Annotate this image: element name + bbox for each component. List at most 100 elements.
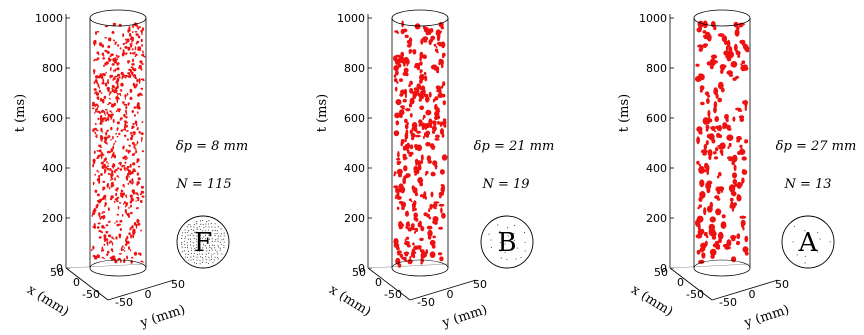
- blob-point: [127, 62, 130, 64]
- blob-point: [402, 155, 407, 161]
- y-axis-line: [711, 279, 779, 301]
- blob-point: [739, 39, 746, 45]
- blob-point: [422, 54, 427, 59]
- blob-point: [126, 255, 128, 260]
- badge-dot: [208, 238, 210, 240]
- blob-point: [132, 67, 135, 69]
- blob-point: [742, 226, 745, 231]
- blob-point: [103, 240, 106, 242]
- blob-point: [717, 144, 724, 148]
- blob-point: [110, 118, 112, 120]
- blob-point: [126, 138, 129, 141]
- blob-point: [142, 50, 144, 53]
- blob-point: [406, 221, 410, 227]
- blob-point: [114, 43, 116, 45]
- blob-point: [421, 159, 423, 164]
- blob-point: [408, 49, 413, 53]
- blob-point: [742, 43, 749, 50]
- blob-point: [420, 261, 423, 265]
- badge-dot: [223, 241, 225, 243]
- badge-dot: [196, 235, 198, 237]
- badge-dot: [500, 257, 502, 259]
- blob-point: [104, 202, 107, 206]
- blob-point: [413, 212, 419, 218]
- blob-point: [112, 79, 115, 81]
- blob-point: [420, 90, 425, 95]
- badge-dot: [208, 252, 210, 254]
- badge-dot: [205, 261, 207, 263]
- blob-point: [430, 191, 434, 198]
- blob-point: [107, 243, 109, 246]
- blob-point: [135, 33, 139, 36]
- blob-point: [112, 57, 116, 62]
- blob-point: [410, 223, 415, 229]
- blob-point: [717, 231, 724, 240]
- badge-dot: [204, 238, 207, 240]
- blob-point: [398, 183, 404, 190]
- blob-point: [127, 172, 131, 175]
- blob-point: [426, 225, 433, 230]
- blob-point: [705, 128, 709, 132]
- blob-point: [129, 43, 133, 45]
- blob-point: [727, 127, 732, 131]
- badge-dot: [819, 238, 821, 240]
- blob-point: [93, 223, 96, 227]
- blob-point: [131, 48, 134, 51]
- blob-point: [421, 125, 425, 131]
- z-tick-label: 800: [646, 62, 667, 75]
- cylinder-top: [89, 9, 147, 27]
- blob-point: [130, 204, 132, 208]
- blob-point: [126, 157, 129, 159]
- blob-point: [719, 64, 727, 69]
- blob-point: [412, 187, 418, 194]
- blob-point: [133, 106, 137, 109]
- blob-point: [708, 223, 715, 231]
- y-tick-label: 50: [171, 278, 185, 291]
- blob-point: [110, 53, 114, 56]
- blob-point: [121, 52, 125, 57]
- blob-point: [133, 114, 136, 117]
- blob-point: [701, 252, 706, 259]
- blob-point: [100, 139, 103, 142]
- badge-dot: [191, 232, 193, 234]
- badge-dot: [206, 221, 208, 223]
- blob-point: [142, 79, 145, 81]
- blob-point: [695, 234, 703, 239]
- blob-point: [696, 136, 700, 145]
- blob-point: [133, 251, 138, 256]
- blob-point: [396, 157, 401, 161]
- blob-point: [119, 47, 122, 50]
- blob-point: [418, 247, 422, 250]
- floor-axes: [65, 263, 175, 301]
- blob-point: [101, 117, 104, 121]
- blob-point: [125, 52, 128, 55]
- blob-point: [96, 170, 99, 172]
- blob-point: [136, 160, 139, 164]
- badge-dot: [193, 252, 195, 255]
- blob-point: [124, 94, 127, 98]
- blob-point: [100, 173, 103, 176]
- z-tick-label: 400: [42, 162, 63, 175]
- blob-point: [725, 118, 729, 123]
- blob-point: [98, 212, 101, 217]
- blob-point: [137, 165, 141, 168]
- blob-point: [108, 93, 111, 96]
- blob-point: [744, 251, 749, 256]
- blob-point: [126, 60, 131, 63]
- blob-point: [124, 209, 127, 213]
- badge-dot: [190, 252, 192, 254]
- blob-point: [703, 231, 708, 237]
- blob-point: [124, 169, 126, 172]
- z-tick-label: 200: [646, 212, 667, 225]
- blob-point: [104, 113, 106, 116]
- blob-point: [419, 71, 422, 74]
- blob-point: [116, 175, 119, 178]
- blob-point: [422, 25, 426, 30]
- blob-point: [100, 120, 104, 123]
- badge-dot: [214, 230, 216, 232]
- blob-point: [116, 98, 119, 102]
- blob-point: [131, 182, 134, 185]
- badge-dot: [196, 227, 198, 229]
